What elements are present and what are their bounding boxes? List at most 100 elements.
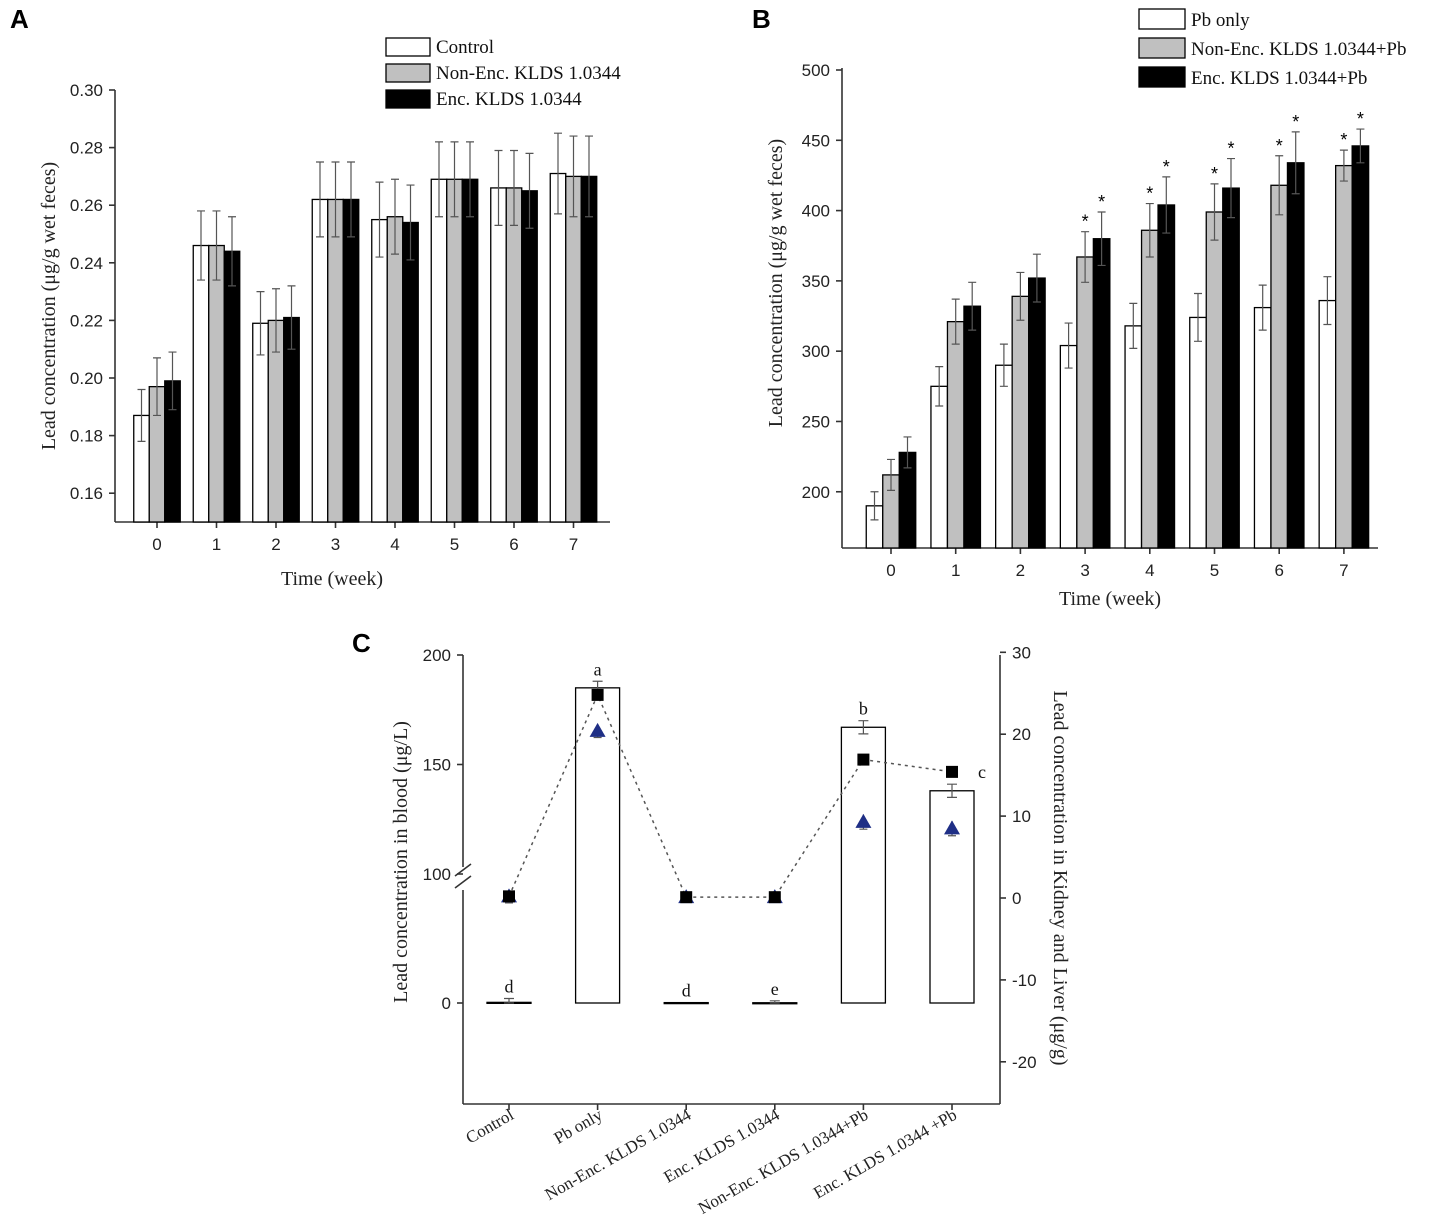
panel-b-error-bar bbox=[1097, 211, 1106, 267]
panel-b-x-tick-label: 1 bbox=[951, 561, 960, 580]
panel-a-bar bbox=[521, 190, 538, 523]
panel-c-significance-letter: a bbox=[594, 659, 602, 679]
panel-b-legend-swatch bbox=[1138, 66, 1186, 88]
panel-b-error-bar bbox=[1129, 302, 1138, 349]
panel-a-bar bbox=[580, 175, 598, 523]
panel-b-bar bbox=[1092, 238, 1111, 549]
panel-b: B 200 250 300 350 400 450 500 0 1 2 3 4 5 6 7 * * * * * * *… bbox=[752, 4, 1407, 610]
panel-c-left-y-label: Lead concentration in blood (μg/L) bbox=[390, 721, 412, 1003]
panel-a-error-bar bbox=[168, 351, 177, 411]
panel-c-liver-triangle bbox=[589, 722, 606, 737]
panel-a-error-bar bbox=[287, 285, 296, 350]
panel-b-bar bbox=[1124, 325, 1143, 549]
panel-a-y-tick-label: 0.28 bbox=[70, 139, 103, 158]
panel-a-bar bbox=[430, 178, 448, 523]
panel-c-right-tick-label: 30 bbox=[1012, 643, 1031, 662]
panel-c-kidney-square bbox=[857, 753, 870, 766]
panel-b-y-label: Lead concentration (μg/g wet feces) bbox=[765, 139, 787, 427]
panel-b-error-bar bbox=[1145, 202, 1154, 258]
panel-c-letter: C bbox=[352, 628, 371, 658]
panel-c-blood-error-bar bbox=[858, 720, 869, 735]
panel-a-error-bar bbox=[316, 161, 324, 238]
panel-c-kidney-square bbox=[946, 765, 958, 778]
panel-a-y-tick-label: 0.18 bbox=[70, 427, 103, 446]
panel-b-significance-marker: * bbox=[1211, 164, 1218, 184]
panel-a-legend-swatch bbox=[385, 37, 431, 57]
panel-b-bar bbox=[1222, 187, 1240, 549]
panel-c-blood-bar bbox=[663, 1001, 709, 1005]
panel-a-bar bbox=[386, 216, 404, 523]
panel-b-y-tick-label: 200 bbox=[802, 483, 830, 502]
panel-b-x-tick-label: 0 bbox=[886, 561, 895, 580]
panel-b-legend-swatch bbox=[1138, 8, 1186, 30]
panel-a-error-bar bbox=[331, 161, 340, 238]
panel-c-x-tick-label: Control bbox=[463, 1105, 518, 1148]
panel-a-bar bbox=[223, 250, 241, 523]
panel-b-x-tick-label: 7 bbox=[1339, 561, 1348, 580]
panel-a-error-bar bbox=[197, 210, 205, 281]
panel-b-bar bbox=[963, 305, 982, 549]
panel-b-error-bar bbox=[1210, 183, 1219, 241]
panel-b-error-bar bbox=[903, 436, 912, 469]
panel-b-error-bar bbox=[968, 281, 977, 331]
panel-c-left-tick-label: 150 bbox=[423, 756, 451, 775]
panel-b-error-bar bbox=[951, 298, 960, 345]
panel-c-kidney-square bbox=[591, 688, 604, 701]
panel-c-kidney-square bbox=[680, 891, 693, 904]
panel-a-bar bbox=[490, 187, 507, 523]
panel-b-x-tick-label: 2 bbox=[1016, 561, 1025, 580]
panel-c-right-tick-label: 10 bbox=[1012, 807, 1031, 826]
panel-a-error-bar bbox=[494, 149, 503, 226]
panel-b-significance-marker: * bbox=[1163, 157, 1170, 177]
panel-a-error-bar bbox=[525, 152, 534, 229]
panel-b-legend-label: Non-Enc. KLDS 1.0344+Pb bbox=[1191, 39, 1407, 60]
panel-a-error-bar bbox=[272, 288, 280, 353]
panel-a-error-bar bbox=[569, 135, 578, 218]
panel-b-x-label: Time (week) bbox=[1059, 588, 1161, 610]
panel-b-significance-marker: * bbox=[1227, 139, 1234, 159]
panel-b-error-bar bbox=[1227, 157, 1235, 219]
panel-b-legend-label: Enc. KLDS 1.0344+Pb bbox=[1191, 68, 1367, 89]
panel-b-error-bar bbox=[999, 343, 1008, 387]
panel-a-bar bbox=[549, 172, 567, 523]
panel-b-x-tick-label: 5 bbox=[1210, 561, 1219, 580]
panel-a-bar bbox=[505, 187, 523, 523]
panel-b-y-tick-label: 500 bbox=[802, 61, 830, 80]
panel-a-bar bbox=[371, 218, 388, 523]
panel-b-bar bbox=[930, 385, 949, 549]
panel-b-bar bbox=[1076, 256, 1094, 549]
panel-b-bar bbox=[1189, 316, 1207, 549]
panel-c-significance-letter: b bbox=[859, 699, 868, 719]
panel-a-x-tick-label: 2 bbox=[271, 535, 280, 554]
panel-b-y-tick-label: 250 bbox=[802, 412, 830, 431]
panel-b-bar bbox=[1028, 277, 1046, 549]
panel-c-x-tick-label: Enc. KLDS 1.0344 +Pb bbox=[810, 1105, 960, 1203]
panel-b-x-tick-label: 6 bbox=[1274, 561, 1283, 580]
panel-b-error-bar bbox=[1356, 128, 1365, 164]
panel-c-right-y-label: Lead concentration in Kidney and Liver (… bbox=[1049, 690, 1071, 1065]
panel-c-significance-letter: d bbox=[682, 981, 691, 1001]
panel-a-legend-label: Control bbox=[436, 37, 494, 58]
panel-a-x-label: Time (week) bbox=[281, 568, 383, 590]
panel-a-error-bar bbox=[347, 161, 355, 238]
panel-b-significance-marker: * bbox=[1292, 112, 1299, 132]
panel-c-right-tick-label: -10 bbox=[1012, 971, 1037, 990]
panel-c-right-tick-label: 20 bbox=[1012, 725, 1031, 744]
panel-c-kidney-square bbox=[503, 890, 515, 903]
panel-b-error-bar bbox=[887, 458, 895, 491]
panel-b-legend-swatch bbox=[1138, 37, 1186, 59]
panel-a-error-bar bbox=[554, 132, 562, 215]
panel-a-legend-swatch bbox=[385, 63, 431, 83]
panel-b-error-bar bbox=[1016, 271, 1025, 321]
panel-c-significance-letter: d bbox=[505, 976, 514, 996]
panel-a-x-tick-label: 5 bbox=[450, 535, 459, 554]
panel-b-y-tick-label: 300 bbox=[802, 342, 830, 361]
panel-c-significance-letter: c bbox=[978, 762, 986, 782]
panel-a: A 0.16 0.18 0.20 0.22 0.24 0.26 0.28 0.30 0 1 2 3 4… bbox=[10, 4, 621, 590]
panel-a-x-tick-label: 4 bbox=[390, 535, 399, 554]
panel-c-right-tick-label: 0 bbox=[1012, 889, 1021, 908]
panel-b-bar bbox=[1011, 295, 1030, 549]
panel-c-x-tick-label: Non-Enc. KLDS 1.0344 bbox=[542, 1105, 695, 1204]
panel-a-y-tick-label: 0.22 bbox=[70, 311, 103, 330]
